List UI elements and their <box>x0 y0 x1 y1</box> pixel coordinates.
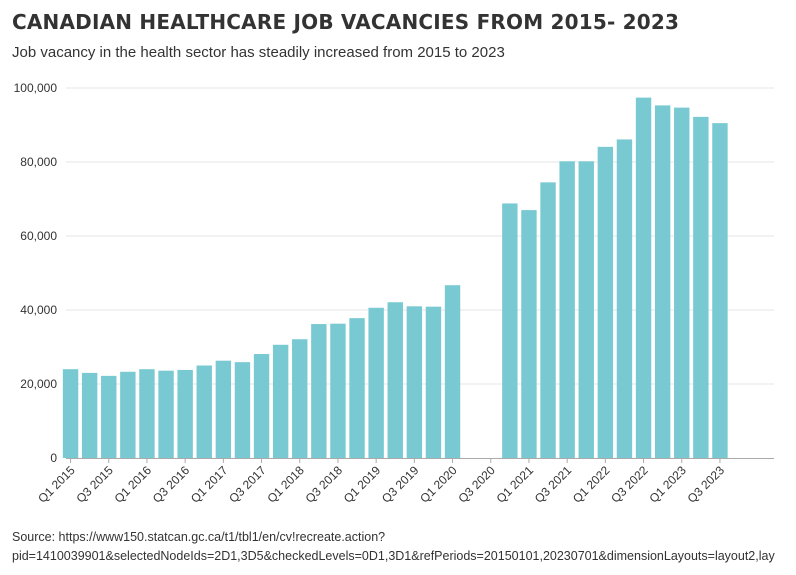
x-tick-label: Q3 2018 <box>303 463 346 506</box>
x-tick-label: Q3 2016 <box>150 463 193 506</box>
y-tick-label: 20,000 <box>20 377 57 391</box>
x-tick-label: Q1 2016 <box>112 463 155 506</box>
x-tick-label: Q1 2019 <box>341 463 384 506</box>
bar <box>425 306 442 458</box>
bar <box>311 324 327 458</box>
x-tick-label: Q1 2020 <box>417 463 460 506</box>
bar <box>616 139 633 458</box>
y-axis-ticks: 0 20,000 40,000 60,000 80,000 100,000 <box>14 81 58 465</box>
source-line-2: pid=1410039901&selectedNodeIds=2D1,3D5&c… <box>12 549 775 563</box>
bar <box>234 362 251 458</box>
bar <box>349 318 365 458</box>
bar <box>693 116 709 459</box>
bar <box>444 285 461 458</box>
y-tick-label: 0 <box>50 451 57 465</box>
bar <box>712 123 728 459</box>
x-tick-label: Q1 2023 <box>646 463 689 506</box>
bar <box>81 372 98 458</box>
x-tick-label: Q3 2015 <box>73 463 116 506</box>
x-tick-label: Q1 2021 <box>494 463 537 506</box>
bar <box>177 369 193 458</box>
bar <box>158 370 174 458</box>
bar <box>272 344 289 458</box>
x-tick-label: Q1 2015 <box>35 463 78 506</box>
bar <box>196 365 212 458</box>
bar <box>540 182 556 458</box>
bar <box>521 210 537 458</box>
source-line-1: Source: https://www150.statcan.gc.ca/t1/… <box>12 530 386 544</box>
x-tick-label: Q3 2020 <box>455 463 498 506</box>
x-tick-label: Q3 2023 <box>685 463 728 506</box>
y-tick-label: 60,000 <box>20 229 57 243</box>
bar <box>139 369 155 458</box>
bar <box>120 371 136 458</box>
bar <box>330 323 346 458</box>
bar <box>635 97 652 459</box>
bar <box>578 161 594 458</box>
x-tick-label: Q3 2019 <box>379 463 422 506</box>
bar <box>253 354 270 458</box>
bar <box>101 375 117 458</box>
bar <box>502 203 518 458</box>
bar <box>62 369 79 458</box>
bar <box>215 360 232 458</box>
x-tick-label: Q1 2017 <box>188 463 231 506</box>
y-tick-label: 80,000 <box>20 155 57 169</box>
bar <box>559 161 575 458</box>
x-tick-label: Q3 2022 <box>608 463 651 506</box>
bar <box>368 307 384 458</box>
x-tick-label: Q3 2021 <box>532 463 575 506</box>
bars <box>62 97 728 459</box>
chart-subtitle: Job vacancy in the health sector has ste… <box>12 44 505 61</box>
bar <box>292 339 308 458</box>
x-tick-label: Q3 2017 <box>226 463 269 506</box>
y-tick-label: 100,000 <box>14 81 58 95</box>
source-note: Source: https://www150.statcan.gc.ca/t1/… <box>12 528 796 566</box>
x-tick-label: Q1 2018 <box>264 463 307 506</box>
bar <box>597 146 614 458</box>
bar-chart: 0 20,000 40,000 60,000 80,000 100,000 Q1 2015… <box>14 81 774 506</box>
y-tick-label: 40,000 <box>20 303 57 317</box>
bar <box>654 105 671 458</box>
chart-title: CANADIAN HEALTHCARE JOB VACANCIES FROM 2… <box>12 10 680 34</box>
bar <box>406 306 423 458</box>
x-tick-label: Q1 2022 <box>570 463 613 506</box>
bar <box>674 107 690 459</box>
bar <box>387 302 403 458</box>
